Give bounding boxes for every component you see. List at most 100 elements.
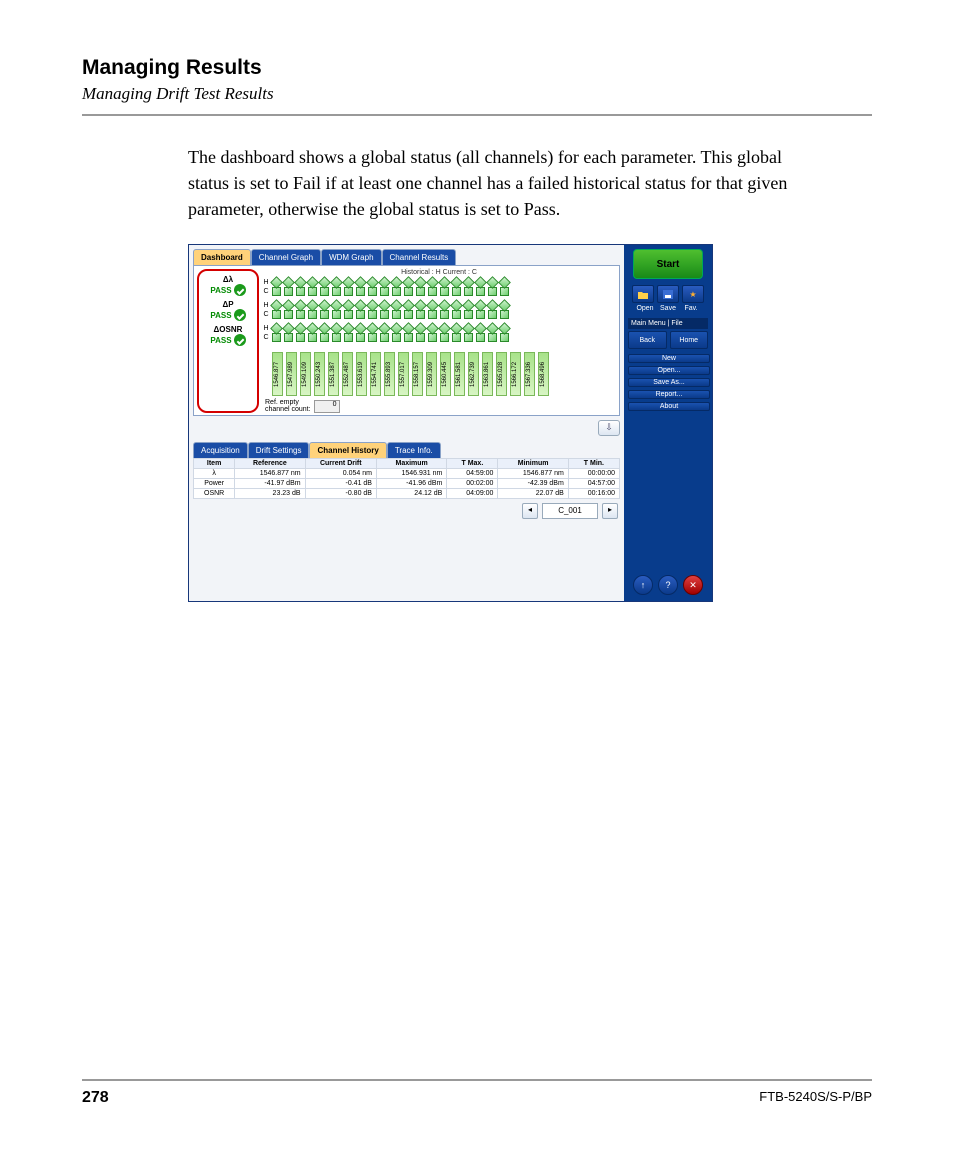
wavelength-row: 1546.8771547.9891549.1091550.2431551.387… xyxy=(272,352,616,396)
wavelength-label[interactable]: 1547.989 xyxy=(286,352,297,396)
fav-label: Fav. xyxy=(681,305,701,312)
status-name: ΔP xyxy=(210,300,245,309)
wavelength-label[interactable]: 1553.619 xyxy=(356,352,367,396)
section-subtitle: Managing Drift Test Results xyxy=(82,84,872,104)
top-tab-channel-results[interactable]: Channel Results xyxy=(382,249,457,265)
lower-tab-acquisition[interactable]: Acquisition xyxy=(193,442,248,458)
table-cell: 00:00:00 xyxy=(568,469,619,479)
wavelength-label[interactable]: 1560.445 xyxy=(440,352,451,396)
side-menu-save-as-[interactable]: Save As... xyxy=(628,378,710,387)
model-label: FTB-5240S/S-P/BP xyxy=(759,1089,872,1107)
table-cell: 00:02:00 xyxy=(447,479,498,489)
table-cell: 1546.877 nm xyxy=(235,469,305,479)
lower-tab-strip: AcquisitionDrift SettingsChannel History… xyxy=(189,440,624,458)
table-header: Current Drift xyxy=(305,459,376,469)
table-row: λ1546.877 nm0.054 nm1546.931 nm04:59:001… xyxy=(194,469,620,479)
expand-button[interactable]: ⇩ xyxy=(598,420,620,436)
ref-empty-count: Ref. emptychannel count: 0 xyxy=(265,399,616,413)
row-letter: C xyxy=(262,334,270,341)
wavelength-label[interactable]: 1568.496 xyxy=(538,352,549,396)
table-cell: 04:59:00 xyxy=(447,469,498,479)
header-rule xyxy=(82,114,872,116)
wavelength-label[interactable]: 1549.109 xyxy=(300,352,311,396)
start-button[interactable]: Start xyxy=(633,249,703,279)
side-menu-about[interactable]: About xyxy=(628,402,710,411)
next-channel-button[interactable]: ▸ xyxy=(602,503,618,519)
wavelength-label[interactable]: 1546.877 xyxy=(272,352,283,396)
file-button-labels: Open Save Fav. xyxy=(635,305,701,312)
back-button[interactable]: Back xyxy=(628,331,667,349)
wavelength-label[interactable]: 1550.243 xyxy=(314,352,325,396)
favorite-icon-button[interactable]: ★ xyxy=(682,285,704,303)
channel-name: C_001 xyxy=(542,503,598,519)
table-cell: 23.23 dB xyxy=(235,489,305,499)
row-letter: C xyxy=(262,288,270,295)
table-header: Maximum xyxy=(376,459,446,469)
table-cell: 00:16:00 xyxy=(568,489,619,499)
wavelength-label[interactable]: 1558.157 xyxy=(412,352,423,396)
table-cell: -0.41 dB xyxy=(305,479,376,489)
main-panel: DashboardChannel GraphWDM GraphChannel R… xyxy=(189,245,624,601)
wavelength-label[interactable]: 1552.487 xyxy=(342,352,353,396)
ref-empty-label: Ref. emptychannel count: xyxy=(265,399,311,413)
side-menu-report-[interactable]: Report... xyxy=(628,390,710,399)
side-panel: Start ★ Open Save Fav. Main Menu | File … xyxy=(624,245,712,601)
open-icon-button[interactable] xyxy=(632,285,654,303)
save-icon-button[interactable] xyxy=(657,285,679,303)
grid-row: H xyxy=(262,301,616,310)
side-menu-new[interactable]: New xyxy=(628,354,710,363)
top-tab-wdm-graph[interactable]: WDM Graph xyxy=(321,249,381,265)
wavelength-label[interactable]: 1551.387 xyxy=(328,352,339,396)
table-cell: 04:57:00 xyxy=(568,479,619,489)
wavelength-label[interactable]: 1555.893 xyxy=(384,352,395,396)
status-pass: PASS xyxy=(210,284,245,296)
grid-row: H xyxy=(262,324,616,333)
page-number: 278 xyxy=(82,1089,109,1107)
lower-tab-channel-history[interactable]: Channel History xyxy=(309,442,386,458)
table-cell: -41.96 dBm xyxy=(376,479,446,489)
table-row: Power-41.97 dBm-0.41 dB-41.96 dBm00:02:0… xyxy=(194,479,620,489)
row-letter: C xyxy=(262,311,270,318)
wavelength-label[interactable]: 1566.172 xyxy=(510,352,521,396)
prev-channel-button[interactable]: ◂ xyxy=(522,503,538,519)
side-menu-open-[interactable]: Open... xyxy=(628,366,710,375)
table-cell: OSNR xyxy=(194,489,235,499)
info-down-button[interactable]: ? xyxy=(658,575,678,595)
table-header: Minimum xyxy=(498,459,568,469)
top-tab-strip: DashboardChannel GraphWDM GraphChannel R… xyxy=(189,245,624,265)
wavelength-label[interactable]: 1567.336 xyxy=(524,352,535,396)
hc-legend: Historical : H Current : C xyxy=(262,269,616,276)
wavelength-label[interactable]: 1561.581 xyxy=(454,352,465,396)
table-header: T Max. xyxy=(447,459,498,469)
table-cell: λ xyxy=(194,469,235,479)
wavelength-label[interactable]: 1554.741 xyxy=(370,352,381,396)
table-header: Reference xyxy=(235,459,305,469)
check-icon xyxy=(234,284,246,296)
wavelength-label[interactable]: 1557.017 xyxy=(398,352,409,396)
wavelength-label[interactable]: 1565.028 xyxy=(496,352,507,396)
history-table: ItemReferenceCurrent DriftMaximumT Max.M… xyxy=(193,458,620,499)
table-header: Item xyxy=(194,459,235,469)
home-button[interactable]: Home xyxy=(670,331,709,349)
body-paragraph: The dashboard shows a global status (all… xyxy=(188,144,808,222)
table-cell: -42.39 dBm xyxy=(498,479,568,489)
wavelength-label[interactable]: 1562.739 xyxy=(468,352,479,396)
table-header: T Min. xyxy=(568,459,619,469)
table-cell: 04:09:00 xyxy=(447,489,498,499)
table-cell: -0.80 dB xyxy=(305,489,376,499)
info-up-button[interactable]: ↑ xyxy=(633,575,653,595)
menu-header: Main Menu | File xyxy=(628,318,708,329)
status-item: ΔPPASS xyxy=(210,300,245,321)
lower-tab-trace-info-[interactable]: Trace Info. xyxy=(387,442,441,458)
wavelength-label[interactable]: 1563.861 xyxy=(482,352,493,396)
row-letter: H xyxy=(262,325,270,332)
check-icon xyxy=(234,334,246,346)
status-item: ΔλPASS xyxy=(210,275,245,296)
close-button[interactable]: ✕ xyxy=(683,575,703,595)
lower-tab-drift-settings[interactable]: Drift Settings xyxy=(248,442,310,458)
top-tab-channel-graph[interactable]: Channel Graph xyxy=(251,249,321,265)
top-tab-dashboard[interactable]: Dashboard xyxy=(193,249,251,265)
wavelength-label[interactable]: 1559.309 xyxy=(426,352,437,396)
status-name: ΔOSNR xyxy=(210,325,245,334)
status-name: Δλ xyxy=(210,275,245,284)
